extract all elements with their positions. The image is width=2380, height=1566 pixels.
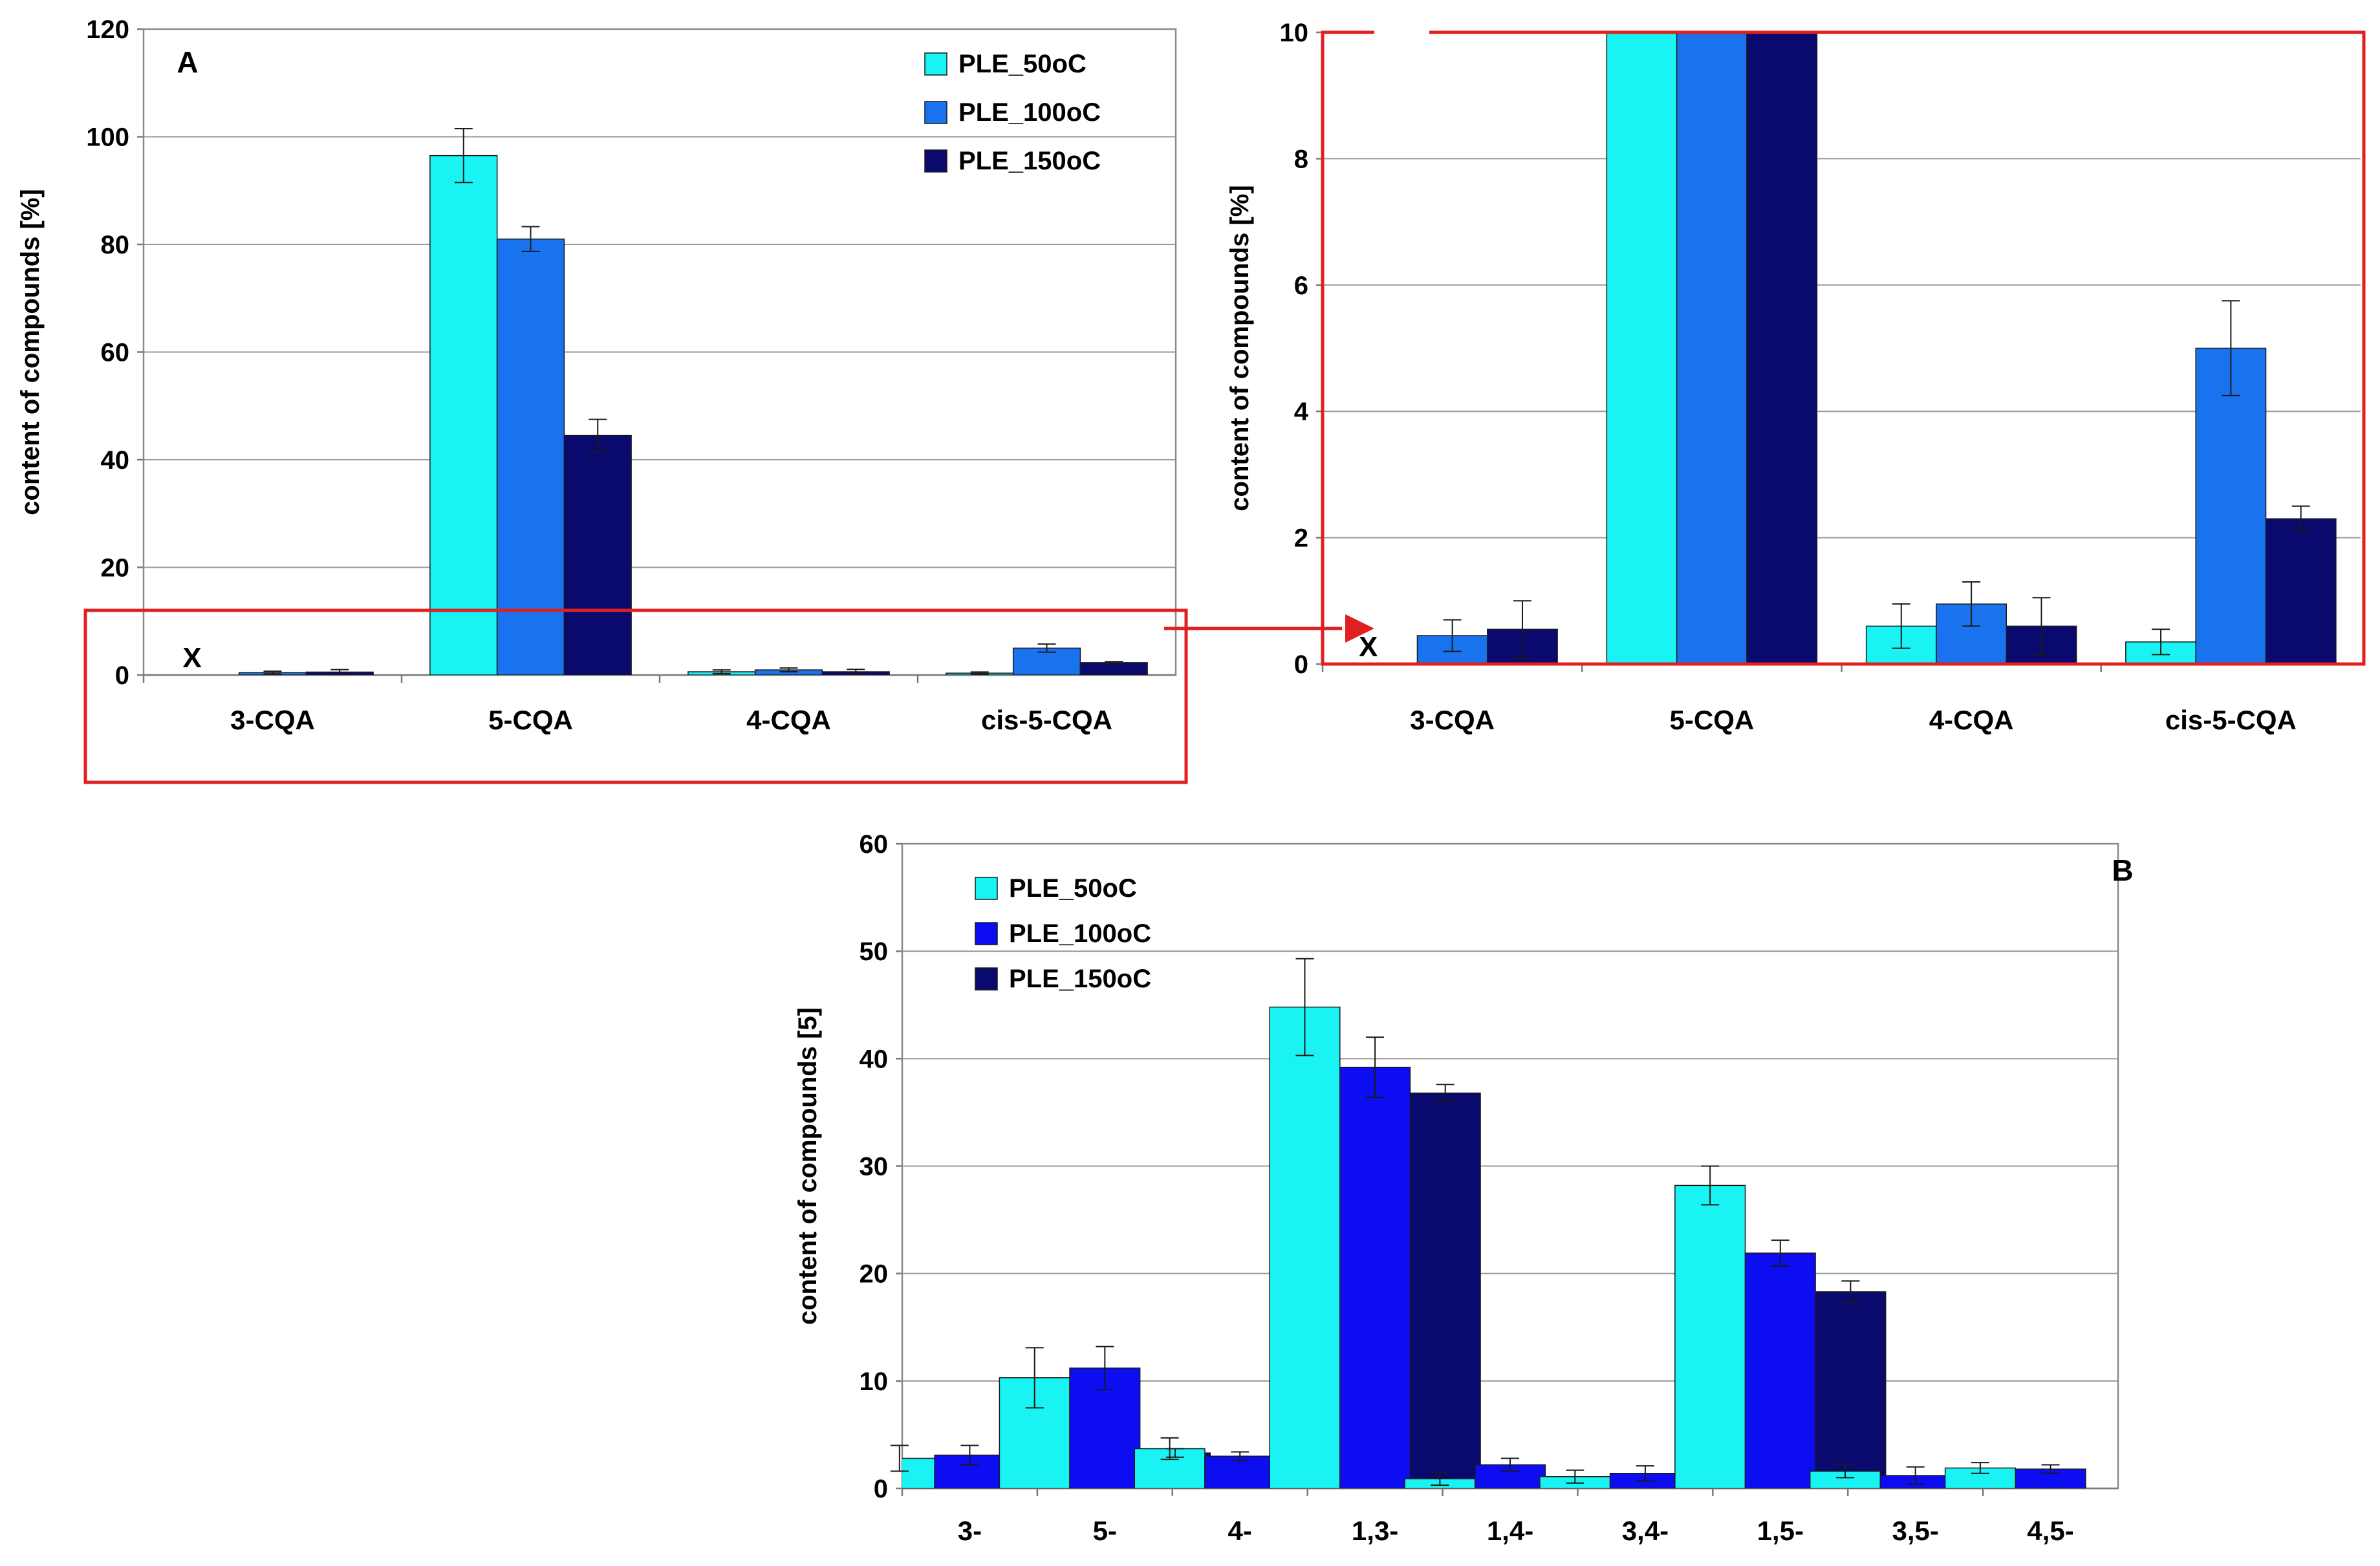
x-category-label: 3,5-	[1892, 1516, 1938, 1546]
x-category-label: 5-CQA	[1670, 705, 1755, 735]
highlight-box-source	[83, 608, 1188, 784]
x-category-label: 1,3-	[1352, 1516, 1398, 1546]
panel-label: B	[2112, 853, 2133, 887]
legend-label-ple-100oc: PLE_100oC	[958, 98, 1101, 127]
x-category-label: 4-	[1228, 1516, 1252, 1546]
legend-label-ple-50oc: PLE_50oC	[1009, 874, 1137, 903]
panel-label: A	[177, 45, 198, 79]
y-tick-label: 60	[101, 339, 130, 367]
y-tick-label: 120	[86, 16, 129, 44]
chart-panel-b: 0 10 20 30 40 50 60 content of compounds [5] 3- 5…	[794, 830, 2134, 1546]
bar-group	[1416, 32, 2337, 664]
x-category-label: 4-CQA	[1929, 705, 2014, 735]
x-category-label: 4,5-	[2027, 1516, 2073, 1546]
legend-label-ple-150oc: PLE_150oC	[1009, 965, 1151, 993]
y-tick-label: 10	[1280, 19, 1309, 47]
y-tick-label: 50	[860, 938, 889, 966]
y-tick-label: 60	[860, 830, 889, 859]
y-tick-label: 30	[860, 1153, 889, 1181]
chart-panel-a-zoom: 0 2 4 6 8 10 content of compounds [%] 3-CQA X 5-C…	[1226, 19, 2361, 735]
legend-swatch-ple-150oc	[924, 149, 947, 173]
y-axis-label: content of compounds [%]	[1226, 185, 1254, 511]
bar-ple-50oc-3	[902, 1457, 935, 1488]
y-axis-label: content of compounds [%]	[16, 189, 45, 515]
bar-ple-50oc-1-5	[1674, 1185, 1746, 1488]
bar-ple-100oc-5-cqa	[1676, 32, 1747, 664]
bar-ple-50oc-5-cqa	[1606, 32, 1678, 664]
legend-label-ple-50oc: PLE_50oC	[958, 50, 1087, 78]
highlight-box-target	[1321, 30, 2366, 666]
y-tick-label: 0	[874, 1475, 888, 1503]
bar-ple-150oc-1-5	[1815, 1291, 1887, 1488]
y-tick-label: 20	[101, 554, 130, 583]
highlight-arrow-head	[1345, 614, 1374, 643]
y-tick-label: 20	[860, 1260, 889, 1289]
y-tick-label: 10	[860, 1368, 889, 1396]
x-category-label: 5-	[1093, 1516, 1117, 1546]
y-axis-label: content of compounds [5]	[794, 1007, 822, 1325]
bar-ple-100oc-4	[1204, 1455, 1276, 1488]
y-tick-label: 100	[86, 123, 129, 152]
x-category-label: cis-5-CQA	[981, 705, 1112, 735]
y-tick-label: 8	[1294, 145, 1308, 173]
legend-label-ple-100oc: PLE_100oC	[1009, 919, 1151, 948]
bar-ple-100oc-1-3	[1339, 1066, 1411, 1488]
x-category-label: 4-CQA	[746, 705, 831, 735]
missing-value-marker: X	[1359, 631, 1378, 663]
x-category-label: 3-	[958, 1516, 982, 1546]
y-tick-label: 6	[1294, 272, 1308, 300]
bar-ple-100oc-1-5	[1744, 1252, 1816, 1488]
legend-label-ple-150oc: PLE_150oC	[958, 147, 1101, 175]
y-tick-label: 2	[1294, 524, 1308, 553]
legend-swatch-ple-100oc	[924, 101, 947, 124]
x-category-label: 5-CQA	[488, 705, 573, 735]
bar-ple-150oc-1-3	[1409, 1092, 1481, 1488]
bar-ple-150oc-cis-5-cqa	[1079, 662, 1148, 675]
x-category-label: 3-CQA	[1410, 705, 1495, 735]
missing-value-marker: X	[182, 642, 201, 674]
bar-ple-100oc-cis-5-cqa	[2195, 347, 2267, 664]
x-category-label: 1,5-	[1757, 1516, 1804, 1546]
legend-swatch-ple-50oc	[924, 52, 947, 76]
x-category-label: 3-CQA	[230, 705, 315, 735]
bar-ple-100oc-5-cqa	[496, 238, 565, 675]
chart-panel-a: 0 20 40 60 80 100 120 content of compounds [%] 3…	[16, 16, 1177, 735]
y-tick-label: 4	[1294, 398, 1309, 426]
bar-group	[902, 1006, 2086, 1488]
y-tick-label: 0	[115, 661, 129, 690]
x-category-label: 1,4-	[1487, 1516, 1533, 1546]
bar-ple-50oc-1-3	[1269, 1006, 1341, 1488]
zoom-highlight	[83, 30, 2366, 784]
bar-ple-50oc-5-cqa	[429, 155, 498, 675]
x-category-label: 3,4-	[1622, 1516, 1669, 1546]
bar-group	[238, 155, 1148, 675]
y-tick-label: 40	[860, 1045, 889, 1073]
bar-ple-150oc-5-cqa	[563, 434, 632, 675]
legend-swatch-ple-100oc	[975, 922, 998, 945]
y-tick-label: 80	[101, 231, 130, 259]
y-tick-label: 40	[101, 446, 130, 475]
bar-ple-150oc-cis-5-cqa	[2265, 518, 2337, 664]
x-category-label: cis-5-CQA	[2165, 705, 2297, 735]
legend-swatch-ple-50oc	[975, 877, 998, 900]
y-tick-label: 0	[1294, 650, 1308, 679]
bar-ple-150oc-5-cqa	[1746, 32, 1818, 664]
legend-swatch-ple-150oc	[975, 967, 998, 991]
